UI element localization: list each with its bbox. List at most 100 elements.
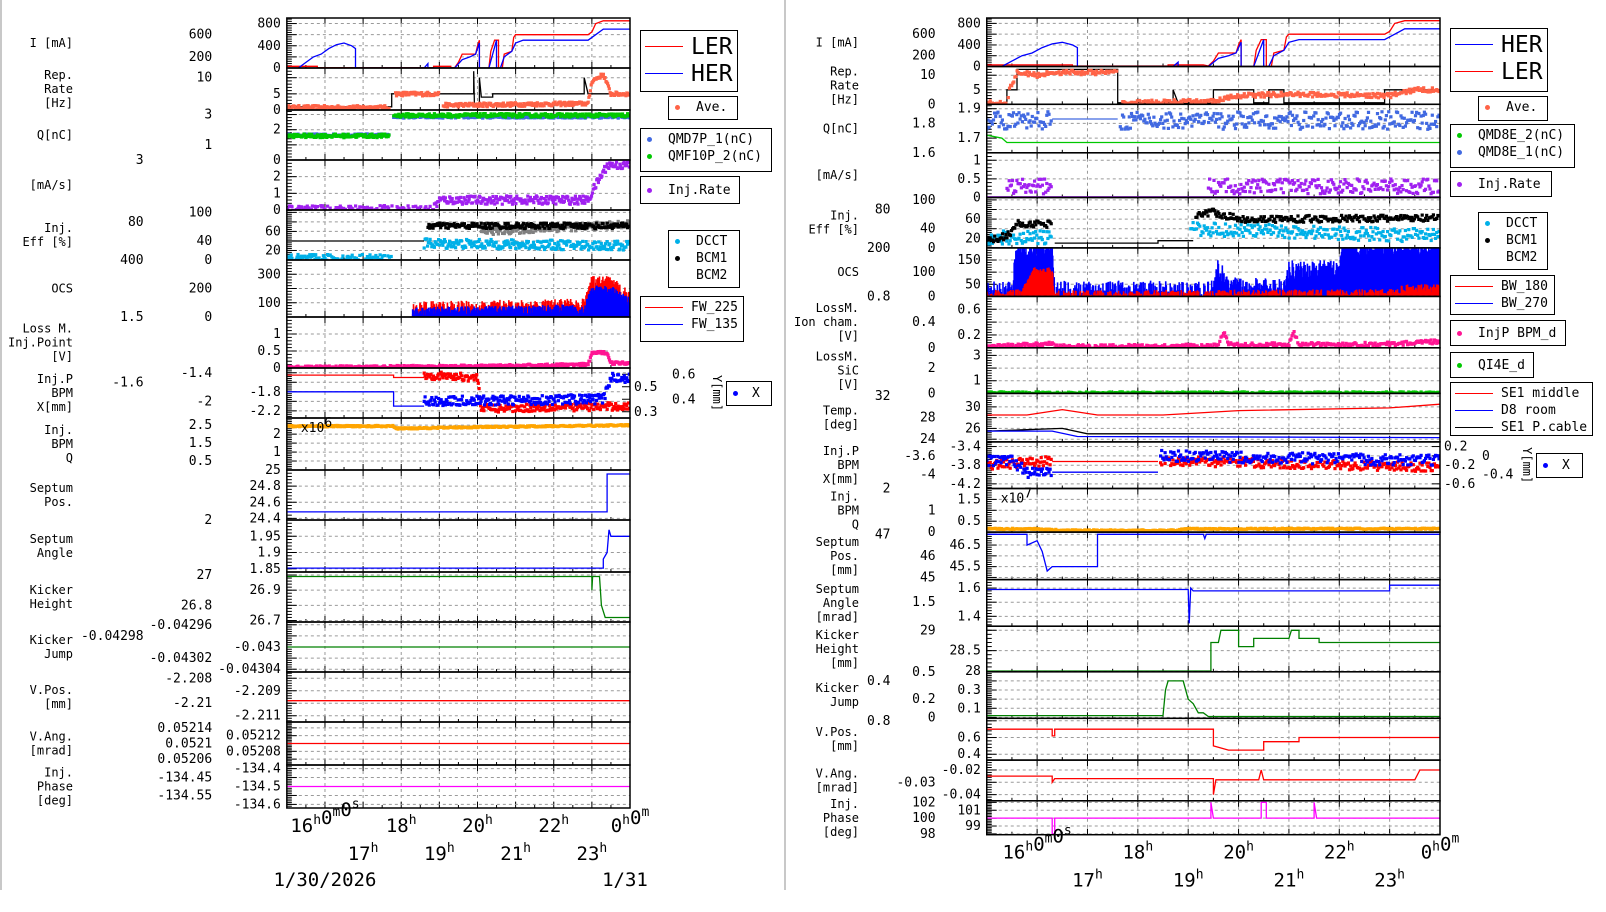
scatter-point bbox=[290, 256, 294, 260]
scatter-point bbox=[472, 243, 476, 248]
scatter-point bbox=[528, 113, 532, 117]
scatter-point bbox=[317, 133, 321, 138]
scatter-point bbox=[491, 394, 495, 398]
series-line-LER bbox=[286, 20, 630, 68]
scatter-point bbox=[538, 397, 542, 401]
scatter-point bbox=[459, 195, 463, 199]
series-bars-FW_135 bbox=[411, 285, 630, 317]
scatter-point bbox=[625, 403, 629, 407]
scatter-point bbox=[592, 247, 596, 251]
y-axis-label: Q[nC] bbox=[37, 128, 73, 142]
scatter-point bbox=[468, 401, 472, 405]
scatter-point bbox=[509, 113, 514, 117]
scatter-point bbox=[549, 223, 554, 228]
scatter-point bbox=[359, 261, 362, 264]
scatter-point bbox=[625, 222, 629, 227]
scatter-point bbox=[524, 246, 528, 250]
scatter-point bbox=[568, 222, 572, 226]
series-group bbox=[286, 160, 630, 210]
scatter-point bbox=[483, 202, 487, 206]
scatter-point bbox=[425, 94, 429, 98]
scatter-point bbox=[446, 112, 450, 116]
scatter-point bbox=[431, 226, 435, 230]
scatter-point bbox=[539, 195, 543, 200]
scatter-point bbox=[341, 364, 345, 368]
scatter-point bbox=[537, 400, 541, 404]
scatter-point bbox=[574, 197, 578, 201]
scatter-point bbox=[309, 135, 313, 139]
scatter-point bbox=[402, 206, 406, 210]
scatter-point bbox=[470, 245, 474, 249]
scatter-point bbox=[586, 398, 590, 403]
scatter-point bbox=[608, 242, 612, 246]
scatter-point bbox=[550, 238, 554, 242]
scatter-point bbox=[374, 107, 378, 110]
scatter-point bbox=[511, 409, 515, 414]
scatter-point bbox=[613, 112, 617, 116]
scatter-point bbox=[550, 395, 554, 399]
scatter-point bbox=[296, 252, 300, 257]
scatter-point bbox=[495, 201, 499, 205]
scatter-point bbox=[495, 227, 500, 231]
series-scatter-DCCT bbox=[286, 237, 630, 264]
scatter-point bbox=[472, 222, 476, 226]
scatter-point bbox=[460, 244, 464, 249]
scatter-point bbox=[304, 106, 309, 110]
scatter-point bbox=[459, 239, 464, 243]
scatter-point bbox=[314, 206, 318, 210]
scatter-point bbox=[416, 206, 420, 210]
scatter-point bbox=[587, 393, 591, 397]
scatter-point bbox=[553, 100, 557, 104]
scatter-point bbox=[612, 362, 616, 366]
scatter-point bbox=[606, 401, 610, 405]
series-scatter-Inj.Rate bbox=[286, 160, 630, 210]
scatter-point bbox=[544, 395, 549, 399]
scatter-point bbox=[527, 199, 532, 203]
scatter-point bbox=[379, 135, 383, 139]
scatter-point bbox=[380, 132, 384, 136]
scatter-point bbox=[485, 226, 489, 230]
scatter-point bbox=[592, 407, 596, 411]
scatter-point bbox=[448, 372, 453, 376]
scatter-point bbox=[445, 105, 450, 109]
scatter-point bbox=[475, 222, 479, 226]
series-scatter-QMF10P_2(nC) bbox=[286, 112, 630, 140]
scatter-point bbox=[370, 132, 374, 136]
scatter-point bbox=[601, 72, 605, 76]
scatter-point bbox=[606, 82, 610, 86]
scatter-point bbox=[381, 254, 385, 258]
scatter-point bbox=[487, 198, 491, 202]
scatter-point bbox=[616, 373, 621, 377]
scatter-point bbox=[610, 360, 614, 364]
scatter-point bbox=[464, 198, 468, 202]
scatter-point bbox=[621, 376, 626, 381]
scatter-point bbox=[515, 221, 519, 225]
scatter-point bbox=[494, 195, 498, 199]
scatter-point bbox=[545, 239, 549, 243]
scatter-point bbox=[374, 253, 378, 258]
scatter-point bbox=[528, 399, 532, 403]
scatter-point bbox=[503, 115, 508, 119]
scatter-point bbox=[377, 258, 381, 260]
scatter-point bbox=[436, 242, 440, 247]
scatter-point bbox=[437, 401, 442, 405]
scatter-point bbox=[440, 112, 444, 116]
scatter-point bbox=[506, 103, 511, 107]
scatter-point bbox=[435, 376, 439, 380]
scatter-point bbox=[522, 102, 526, 106]
scatter-point bbox=[539, 401, 543, 405]
scatter-point bbox=[517, 394, 521, 398]
scatter-point bbox=[286, 107, 289, 110]
scatter-point bbox=[473, 374, 477, 378]
scatter-point bbox=[425, 376, 429, 380]
scatter-point bbox=[571, 393, 575, 398]
scatter-point bbox=[290, 205, 294, 209]
scatter-point bbox=[519, 398, 523, 402]
series-scatter-BCM1 bbox=[426, 221, 630, 231]
scatter-point bbox=[407, 207, 411, 210]
scatter-point bbox=[566, 195, 570, 199]
scatter-point bbox=[532, 405, 536, 409]
scatter-point bbox=[387, 106, 391, 110]
scatter-point bbox=[371, 255, 375, 259]
scatter-point bbox=[555, 230, 559, 234]
